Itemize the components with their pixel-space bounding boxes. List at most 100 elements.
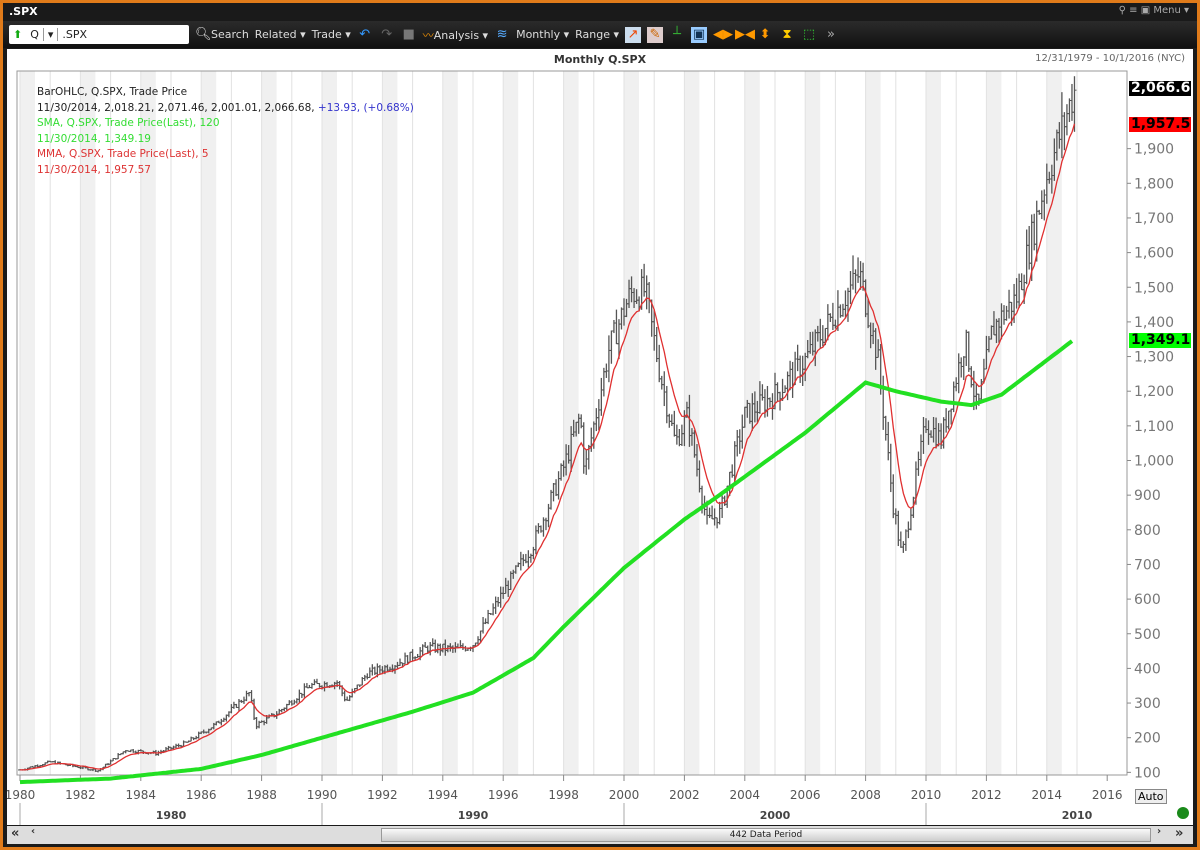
x-tick-label: 1996	[488, 788, 519, 802]
up-arrow-icon: ⬆	[13, 28, 23, 41]
search-label: Search	[211, 27, 249, 41]
x-tick-label: 1992	[367, 788, 398, 802]
x-tick-label: 1990	[307, 788, 338, 802]
y-tick-label: 1,300	[1134, 350, 1174, 366]
y-tick-label: 400	[1134, 661, 1161, 677]
zoom-select-icon[interactable]: ⬚	[802, 26, 816, 42]
plot-border	[16, 70, 1128, 776]
x-tick-label: 1984	[126, 788, 157, 802]
legend-mma-value: 11/30/2014, 1,957.57	[37, 163, 151, 176]
symbol-input[interactable]: ⬆ Q ▾ .SPX	[9, 25, 189, 44]
chart-area[interactable]: 100 200 300 400 500 600 700 800 900 1,000 1,100 1,2…	[7, 49, 1193, 825]
x-tick-label: 2014	[1032, 788, 1063, 802]
folder-icon[interactable]: ■	[402, 26, 415, 42]
scroll-left-button[interactable]: ‹	[31, 826, 36, 837]
range-menu[interactable]: Range ▾	[575, 28, 620, 41]
y-tick-label: 1,800	[1134, 176, 1174, 192]
legend-ohlc-values: 11/30/2014, 2,018.21, 2,071.46, 2,001.01…	[37, 101, 414, 117]
symbol-value[interactable]: .SPX	[62, 28, 88, 41]
legend-ohlc-title: BarOHLC, Q.SPX, Trade Price	[37, 86, 188, 98]
app-window: .SPX ⚲ ≡ ▣ Menu ▾ ⬆ Q ▾ .SPX 🔍︎Search Relat…	[3, 3, 1197, 847]
y-tick-label: 900	[1134, 488, 1161, 504]
y-tick-label: 1,100	[1134, 419, 1174, 435]
compress-horizontal-icon[interactable]: ▶◀	[735, 26, 756, 42]
scroll-end-button[interactable]: »	[1175, 826, 1184, 841]
dropdown-icon[interactable]: ▾	[42, 28, 59, 41]
x-tick-label: 1980	[7, 788, 35, 802]
y-tick-label: 1,700	[1134, 211, 1174, 227]
analysis-icon: 〰	[422, 28, 434, 42]
date-range: 12/31/1979 - 10/1/2016 (NYC)	[1035, 53, 1185, 64]
decade-label: 2010	[1062, 809, 1093, 822]
last-price-badge: 2,066.68	[1129, 81, 1191, 96]
scroll-thumb[interactable]: 442 Data Period	[381, 828, 1151, 842]
y-tick-label: 700	[1134, 557, 1161, 573]
crosshair-icon[interactable]: ┴	[673, 26, 681, 42]
scroll-start-button[interactable]: «	[11, 826, 20, 841]
legend-mma-title: MMA, Q.SPX, Trade Price(Last), 5	[37, 148, 209, 160]
year-band	[382, 71, 398, 775]
year-band	[20, 71, 35, 775]
x-tick-label: 2002	[669, 788, 700, 802]
price-chart[interactable]: 100 200 300 400 500 600 700 800 900 1,000 1,100 1,2…	[7, 49, 1193, 825]
year-band	[201, 71, 217, 775]
mma-badge: 1,957.57	[1129, 117, 1191, 132]
x-tick-label: 1986	[186, 788, 217, 802]
y-tick-label: 300	[1134, 696, 1161, 712]
template-icon[interactable]: ✎	[647, 26, 664, 43]
year-band	[805, 71, 821, 775]
studies-icon[interactable]: ≋	[496, 26, 508, 42]
y-tick-label: 600	[1134, 592, 1161, 608]
more-icon[interactable]: »	[827, 26, 836, 42]
menu-button[interactable]: Menu	[1153, 5, 1181, 16]
change-value: +13.93, (+0.68%)	[314, 101, 414, 114]
x-tick-label: 2004	[730, 788, 761, 802]
mma-line	[20, 123, 1076, 771]
y-tick-label: 1,000	[1134, 454, 1174, 470]
title-bar: .SPX ⚲ ≡ ▣ Menu ▾	[3, 3, 1197, 20]
x-tick-label: 1988	[246, 788, 277, 802]
chart-type-icon[interactable]: ↗	[625, 26, 642, 43]
undo-icon[interactable]: ↶	[359, 26, 371, 42]
auto-scale-button[interactable]: Auto	[1135, 789, 1167, 804]
y-tick-label: 1,500	[1134, 280, 1174, 296]
timeline-scrollbar[interactable]: « ‹ 442 Data Period › »	[7, 826, 1193, 844]
related-menu[interactable]: Related ▾	[254, 28, 306, 41]
sma-line	[19, 339, 1074, 785]
x-tick-label: 2010	[911, 788, 942, 802]
x-tick-label: 2012	[971, 788, 1002, 802]
analysis-menu[interactable]: 〰Analysis ▾	[423, 27, 488, 43]
trade-menu[interactable]: Trade ▾	[311, 28, 351, 41]
search-button[interactable]: 🔍︎Search	[195, 27, 249, 43]
chart-title: Monthly Q.SPX	[553, 53, 647, 66]
decade-label: 2000	[760, 809, 791, 822]
y-tick-label: 500	[1134, 627, 1161, 643]
redo-icon[interactable]: ↷	[381, 26, 393, 42]
window-controls[interactable]: ⚲ ≡ ▣ Menu ▾	[1118, 5, 1189, 16]
y-tick-label: 1,400	[1134, 315, 1174, 331]
legend-sma-title: SMA, Q.SPX, Trade Price(Last), 120	[37, 117, 220, 129]
snapshot-icon[interactable]: ▣	[691, 26, 708, 43]
year-band	[442, 71, 458, 775]
expand-horizontal-icon[interactable]: ◀▶	[713, 26, 734, 42]
period-menu[interactable]: Monthly ▾	[516, 28, 570, 41]
legend: BarOHLC, Q.SPX, Trade Price 11/30/2014, …	[37, 85, 414, 178]
decade-label: 1990	[458, 809, 489, 822]
x-tick-label: 2006	[790, 788, 821, 802]
scroll-right-button[interactable]: ›	[1157, 826, 1162, 837]
legend-sma-value: 11/30/2014, 1,349.19	[37, 132, 151, 145]
x-tick-label: 2008	[850, 788, 881, 802]
y-tick-label: 200	[1134, 731, 1161, 747]
year-band	[624, 71, 639, 775]
x-tick-label: 1994	[428, 788, 459, 802]
year-band	[140, 71, 156, 775]
year-band	[503, 71, 519, 775]
compress-vertical-icon[interactable]: ⧗	[782, 26, 792, 42]
y-tick-label: 1,200	[1134, 384, 1174, 400]
symbol-prefix: Q	[30, 28, 39, 41]
expand-vertical-icon[interactable]: ⬍	[759, 26, 771, 42]
ohlc-values: 11/30/2014, 2,018.21, 2,071.46, 2,001.01…	[37, 101, 315, 114]
year-band	[865, 71, 881, 775]
decade-label: 1980	[156, 809, 187, 822]
toolbar: ⬆ Q ▾ .SPX 🔍︎Search Related ▾ Trade ▾ ↶ ↷ ■…	[3, 21, 1197, 48]
